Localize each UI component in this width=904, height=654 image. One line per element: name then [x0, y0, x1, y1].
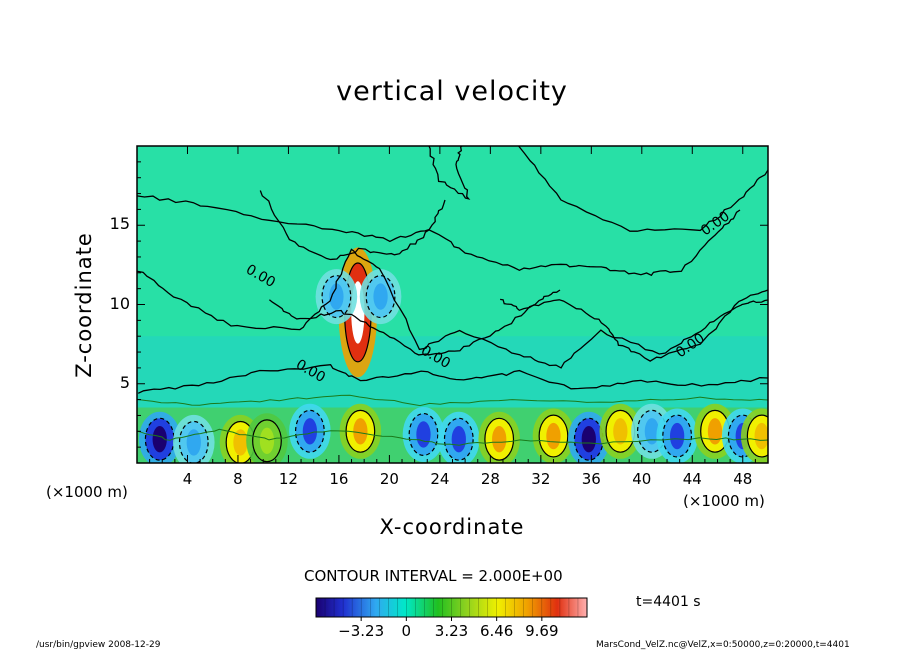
footer-right: MarsCond_VelZ.nc@VelZ,x=0:50000,z=0:2000… [596, 640, 850, 650]
feature-contour-1 [178, 420, 209, 463]
feature-contour-9 [408, 412, 439, 456]
feature-core-5 [353, 418, 368, 445]
feature-core-0 [152, 426, 167, 453]
x-tick-label: 4 [182, 470, 193, 488]
feature-contour-10 [443, 417, 474, 461]
feature-core-13 [581, 426, 596, 453]
feature-core-10 [451, 426, 466, 453]
x-tick-label: 48 [733, 470, 753, 488]
feature-contour-3 [252, 419, 282, 463]
x-tick-label: 44 [682, 470, 702, 488]
velocity-field [137, 146, 768, 463]
feature-contour-8 [365, 275, 396, 319]
feature-core-1 [186, 429, 201, 456]
thin-contour-0 [137, 394, 768, 407]
field-mid-band [137, 336, 768, 408]
zero-contour-5 [518, 146, 768, 232]
x-tick-label: 24 [430, 470, 450, 488]
chart-title: vertical velocity [336, 76, 568, 107]
feature-core-19 [754, 422, 768, 450]
x-tick-label: 28 [480, 470, 500, 488]
feature-core-15 [644, 418, 660, 445]
colorbar-ticks [324, 598, 579, 621]
y-tick-label: 5 [119, 372, 130, 392]
zero-contour-7 [500, 289, 768, 362]
feature-core-7 [329, 283, 344, 310]
zero-contour-1 [137, 248, 768, 369]
y-tick-label: 10 [109, 293, 130, 313]
feature-contour-19 [746, 414, 768, 458]
feature-core-9 [416, 421, 431, 448]
zero-contour-2 [137, 195, 741, 277]
x-tick-label: 40 [632, 470, 652, 488]
time-label: t=4401 s [636, 594, 701, 610]
zero-contour-4 [428, 146, 471, 200]
colorbar-tick-label: 0 [401, 622, 412, 640]
contour-lines [137, 146, 768, 446]
zero-contour-0 [137, 364, 768, 394]
zero-contour-3 [259, 190, 446, 261]
y-ticks [137, 161, 768, 448]
feature-contour-12 [538, 414, 569, 458]
x-tick-label: 36 [581, 470, 601, 488]
feature-contour-11 [484, 417, 515, 461]
feature-core-8 [373, 283, 388, 310]
colorbar-tick-label: 6.46 [479, 622, 514, 640]
thin-contour-1 [137, 428, 768, 446]
colorbar-tick-label: −3.23 [338, 622, 385, 640]
feature-core-12 [546, 422, 561, 450]
feature-core-16 [669, 422, 685, 450]
x-tick-label: 8 [233, 470, 243, 488]
colorbar-tick-label: 3.23 [434, 622, 469, 640]
feature-core-17 [707, 418, 723, 445]
zero-contour-6 [268, 289, 561, 356]
y-tick-label: 15 [109, 214, 130, 234]
contour-interval: CONTOUR INTERVAL = 2.000E+00 [304, 567, 563, 585]
x-tick-label: 16 [329, 470, 349, 488]
feature-core-3 [259, 427, 275, 455]
x-tick-label: 20 [379, 470, 399, 488]
feature-contour-16 [662, 414, 693, 458]
feature-core-4 [302, 418, 318, 445]
x-tick-label: 12 [278, 470, 298, 488]
feature-core-11 [492, 426, 507, 453]
colorbar-tick-label: 9.69 [525, 622, 559, 640]
x-unit-right: (×1000 m) [683, 492, 765, 510]
feature-core-14 [613, 418, 628, 445]
footer-left: /usr/bin/gpview 2008-12-29 [36, 640, 161, 650]
feature-core-2 [233, 429, 248, 456]
x-axis-label: X-coordinate [379, 515, 525, 539]
feature-contour-7 [321, 275, 352, 319]
x-tick-label: 32 [531, 470, 551, 488]
x-unit-left: (×1000 m) [46, 483, 128, 501]
x-ticks [149, 146, 756, 463]
